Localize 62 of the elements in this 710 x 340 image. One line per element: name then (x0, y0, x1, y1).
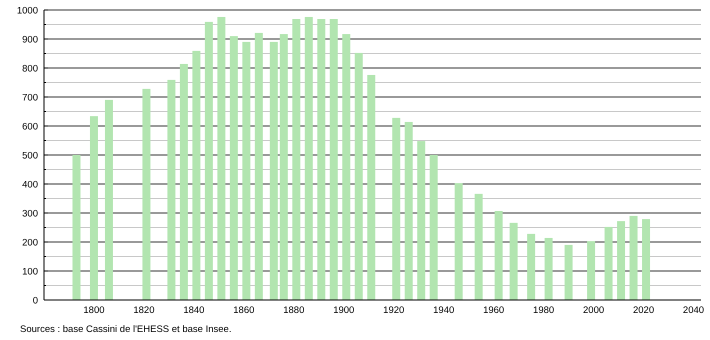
bar (180, 64, 188, 300)
bar (544, 238, 553, 300)
bar (510, 222, 518, 300)
x-tick-label: 2020 (632, 305, 654, 316)
bar (367, 74, 376, 300)
bar (254, 32, 263, 300)
bar (304, 16, 313, 300)
y-tick-label: 400 (22, 179, 38, 190)
x-tick-label: 1920 (383, 305, 404, 316)
bar (392, 118, 400, 300)
bar (527, 234, 536, 300)
y-tick-label: 1000 (16, 5, 38, 16)
y-tick-label: 900 (22, 34, 38, 46)
bar (642, 219, 650, 300)
bar (430, 155, 438, 300)
x-tick-label: 1980 (533, 305, 554, 316)
bar (192, 50, 200, 300)
y-tick-label: 500 (22, 150, 38, 162)
x-tick-label: 2040 (682, 305, 704, 316)
bar (142, 88, 150, 300)
bar (280, 34, 288, 300)
bar (404, 122, 413, 300)
bar (317, 18, 326, 300)
x-tick-label: 1820 (133, 305, 154, 316)
x-tick-label: 1800 (83, 305, 105, 316)
bar (167, 80, 176, 300)
bar (217, 16, 226, 300)
y-tick-label: 700 (22, 92, 38, 104)
bar (587, 241, 596, 300)
bar (354, 52, 363, 300)
x-tick-label: 1940 (433, 305, 454, 316)
bar (474, 194, 483, 300)
bar (104, 100, 113, 300)
bar (90, 116, 98, 300)
bar (230, 36, 238, 300)
x-tick-label: 1900 (333, 305, 354, 316)
bar (292, 18, 300, 300)
y-tick-label: 100 (22, 266, 38, 278)
x-tick-label: 1840 (183, 305, 204, 316)
bar (330, 18, 338, 300)
bar (630, 216, 638, 300)
bar (242, 42, 250, 300)
y-tick-label: 600 (22, 121, 38, 132)
x-tick-label: 1960 (483, 305, 504, 316)
bar (342, 34, 350, 300)
y-tick-label: 200 (22, 237, 38, 248)
x-tick-label: 1880 (283, 305, 304, 316)
source-note: Sources : base Cassini de l'EHESS et base Insee. (20, 324, 232, 335)
y-tick-label: 0 (32, 295, 38, 306)
bar (454, 183, 463, 300)
bar (72, 155, 80, 300)
bar (204, 22, 213, 300)
bar (494, 210, 503, 300)
y-tick-label: 800 (22, 63, 38, 74)
bar (604, 226, 613, 300)
bar (617, 221, 626, 300)
bar (270, 42, 278, 300)
x-tick-label: 1860 (233, 305, 254, 316)
y-tick-label: 300 (22, 208, 38, 220)
bar (564, 244, 573, 300)
bar (417, 141, 426, 300)
x-tick-label: 2000 (583, 305, 604, 316)
